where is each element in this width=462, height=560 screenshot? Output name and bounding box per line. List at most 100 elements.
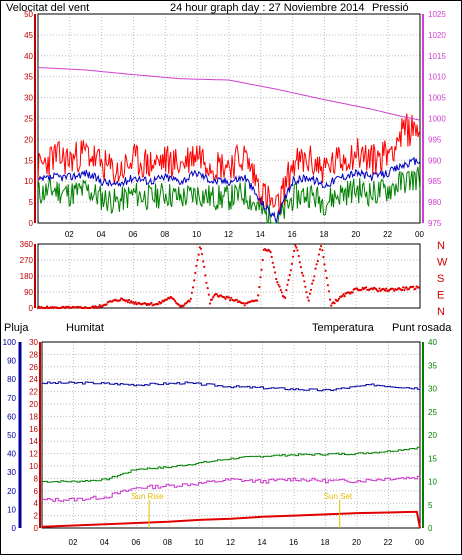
wind-direction-point <box>333 302 336 305</box>
wind-direction-point <box>295 246 298 249</box>
dewpoint-title: Punt rosada <box>392 322 452 334</box>
wind-direction-point <box>385 287 388 290</box>
wind-direction-point <box>172 298 175 301</box>
p1-left-tick-label: 0 <box>29 219 34 228</box>
wind-direction-point <box>133 302 136 305</box>
p3-rain-tick-label: 20 <box>7 487 16 496</box>
wind-direction-point <box>309 288 313 291</box>
p1-right-tick-label: 1010 <box>428 73 446 82</box>
wind-direction-point <box>189 297 192 300</box>
wind-direction-point <box>378 287 381 290</box>
p3-left-tick-label: 10 <box>29 462 38 471</box>
p3-x-tick-label: 16 <box>289 538 298 547</box>
wind-direction-point <box>127 298 131 302</box>
dewpoint-line <box>42 475 421 502</box>
wind-direction-point <box>285 289 288 292</box>
wind-direction-point <box>93 306 96 310</box>
p1-left-tick-label: 30 <box>24 94 33 103</box>
wind-gust-line <box>37 113 421 214</box>
p1-frame <box>37 13 421 224</box>
p3-rain-tick-label: 100 <box>3 338 17 347</box>
wind-direction-point <box>191 286 195 289</box>
header-left-title: Velocitat del vent <box>6 2 89 14</box>
wind-direction-point <box>294 244 297 247</box>
p1-x-tick-label: 20 <box>351 230 360 239</box>
p3-rain-tick-label: 90 <box>7 357 16 366</box>
wind-direction-point <box>279 288 282 292</box>
wind-direction-panel: 0 90 180 270 360 <box>20 240 421 313</box>
p3-left-tick-label: 16 <box>29 425 38 434</box>
p1-right-tick-label: 995 <box>428 135 442 144</box>
wind-direction-point <box>289 269 292 272</box>
wind-direction-point <box>298 261 301 264</box>
wind-direction-point <box>414 287 417 290</box>
compass-label: N <box>437 240 445 252</box>
wind-direction-point <box>351 291 354 294</box>
wind-direction-point <box>212 296 215 299</box>
p2-tick-label: 360 <box>20 240 34 249</box>
wind-direction-point <box>308 292 311 295</box>
wind-direction-point <box>299 266 302 269</box>
p3-left-tick-label: 24 <box>29 375 38 384</box>
wind-direction-point <box>260 268 263 271</box>
wind-direction-point <box>305 291 308 294</box>
pressure-line <box>37 67 421 121</box>
p1-x-tick-label: 12 <box>224 230 233 239</box>
wind-direction-point <box>188 300 191 303</box>
p3-x-tick-label: 06 <box>132 538 141 547</box>
p2-tick-label: 90 <box>24 288 33 297</box>
p1-x-tick-label: 16 <box>288 230 297 239</box>
wind-direction-point <box>243 304 246 307</box>
wind-direction-point <box>322 256 325 259</box>
wind-direction-point <box>297 254 300 258</box>
wind-direction-point <box>157 303 160 306</box>
wind-direction-point <box>268 249 271 252</box>
wind-direction-point <box>199 247 202 250</box>
wind-direction-point <box>256 299 259 302</box>
p1-x-tick-label: 22 <box>383 230 392 239</box>
wind-average-line <box>37 156 421 225</box>
header-right-title: Pressió <box>372 2 409 14</box>
wind-direction-point <box>417 286 420 289</box>
sunset-label: Sun Set <box>324 492 353 501</box>
wind-direction-point <box>300 271 304 274</box>
p3-right-tick-label: 30 <box>428 385 437 394</box>
wind-direction-point <box>227 296 231 299</box>
p3-right-tick-label: 35 <box>428 361 437 370</box>
p1-right-tick-label: 1000 <box>428 115 446 124</box>
wind-direction-point <box>272 266 275 269</box>
p1-x-tick-label: 00 <box>415 230 424 239</box>
wind-direction-point <box>92 305 95 308</box>
wind-direction-point <box>407 288 410 291</box>
p3-right-tick-label: 40 <box>428 338 437 347</box>
p1-right-tick-label: 1025 <box>428 10 446 19</box>
wind-direction-point <box>125 299 128 302</box>
header-center-title: 24 hour graph day : 27 Noviembre 2014 <box>170 2 364 14</box>
p3-x-tick-label: 10 <box>195 538 204 547</box>
wind-direction-point <box>257 294 260 297</box>
wind-direction-point <box>293 249 296 253</box>
compass-label: S <box>437 273 444 285</box>
wind-direction-point <box>343 295 346 298</box>
p3-x-tick-label: 02 <box>69 538 78 547</box>
wind-direction-point <box>274 271 277 274</box>
p3-x-tick-label: 18 <box>321 538 330 547</box>
wind-direction-point <box>205 281 208 284</box>
wind-direction-point <box>412 285 415 288</box>
wind-direction-point <box>271 261 274 264</box>
wind-direction-point <box>330 304 333 307</box>
wind-direction-point <box>326 284 329 287</box>
wind-direction-point <box>160 301 163 304</box>
p3-left-tick-label: 30 <box>29 338 38 347</box>
p1-left-tick-label: 25 <box>24 115 33 124</box>
wind-direction-point <box>342 293 345 296</box>
rain-humidity-temperature-panel: 0246810121416182022242628300102030405060… <box>3 338 438 547</box>
sunrise-label: Sun Rise <box>131 492 164 501</box>
p3-rain-tick-label: 10 <box>7 505 16 514</box>
p1-right-tick-label: 980 <box>428 198 442 207</box>
wind-direction-point <box>269 251 272 254</box>
p1-x-tick-label: 08 <box>160 230 169 239</box>
wind-direction-point <box>202 260 205 263</box>
